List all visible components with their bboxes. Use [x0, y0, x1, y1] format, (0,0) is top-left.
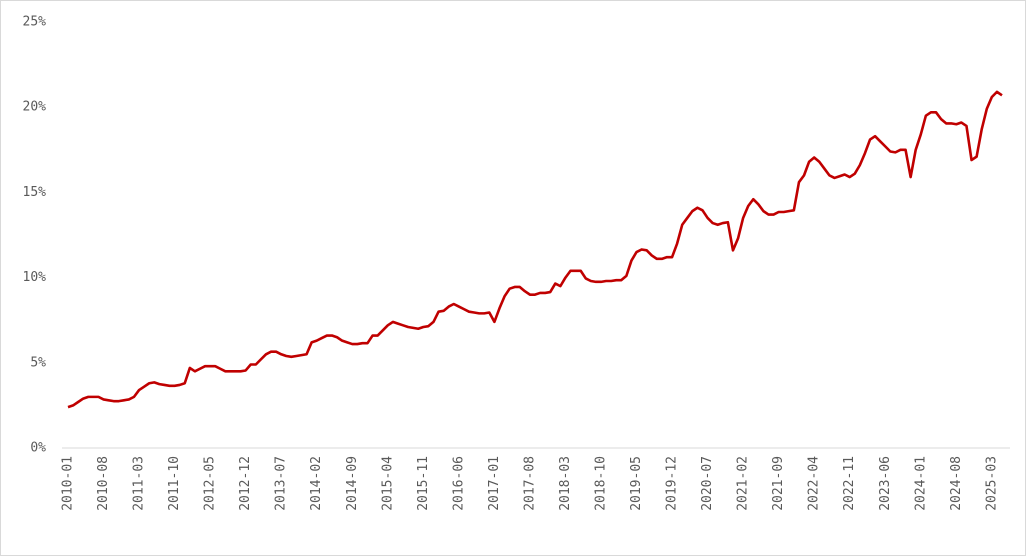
x-tick-label: 2015-04: [380, 456, 395, 511]
x-tick-label: 2024-01: [913, 456, 928, 511]
x-tick-label: 2025-03: [984, 456, 999, 511]
x-tick-label: 2020-07: [700, 456, 715, 511]
x-tick-label: 2018-10: [593, 456, 608, 511]
x-tick-label: 2010-08: [96, 456, 111, 511]
y-tick-label: 15%: [23, 185, 47, 200]
y-tick-label: 10%: [23, 270, 47, 285]
x-tick-label: 2021-09: [771, 456, 786, 511]
x-tick-label: 2018-03: [558, 456, 573, 511]
x-tick-label: 2013-07: [274, 456, 289, 511]
x-tick-label: 2022-04: [807, 456, 822, 511]
x-tick-label: 2023-06: [878, 456, 893, 511]
x-tick-label: 2017-01: [487, 456, 502, 511]
x-tick-label: 2014-02: [309, 456, 324, 511]
x-tick-label: 2019-12: [665, 456, 680, 511]
data-line: [67, 90, 1003, 409]
x-tick-label: 2024-08: [949, 456, 964, 511]
x-tick-label: 2011-10: [167, 456, 182, 511]
y-tick-label: 0%: [30, 441, 46, 456]
x-tick-label: 2019-05: [629, 456, 644, 511]
x-tick-label: 2015-11: [416, 456, 431, 511]
x-tick-label: 2011-03: [132, 456, 147, 511]
y-tick-label: 25%: [23, 15, 47, 30]
x-tick-label: 2014-09: [345, 456, 360, 511]
x-tick-label: 2016-06: [451, 456, 466, 511]
x-tick-label: 2022-11: [842, 456, 857, 511]
y-tick-label: 20%: [23, 100, 47, 115]
x-tick-label: 2012-12: [238, 456, 253, 511]
y-tick-label: 5%: [30, 355, 46, 370]
x-tick-label: 2021-02: [736, 456, 751, 511]
x-tick-label: 2017-08: [522, 456, 537, 511]
x-tick-label: 2010-01: [61, 456, 76, 511]
x-tick-label: 2012-05: [203, 456, 218, 511]
